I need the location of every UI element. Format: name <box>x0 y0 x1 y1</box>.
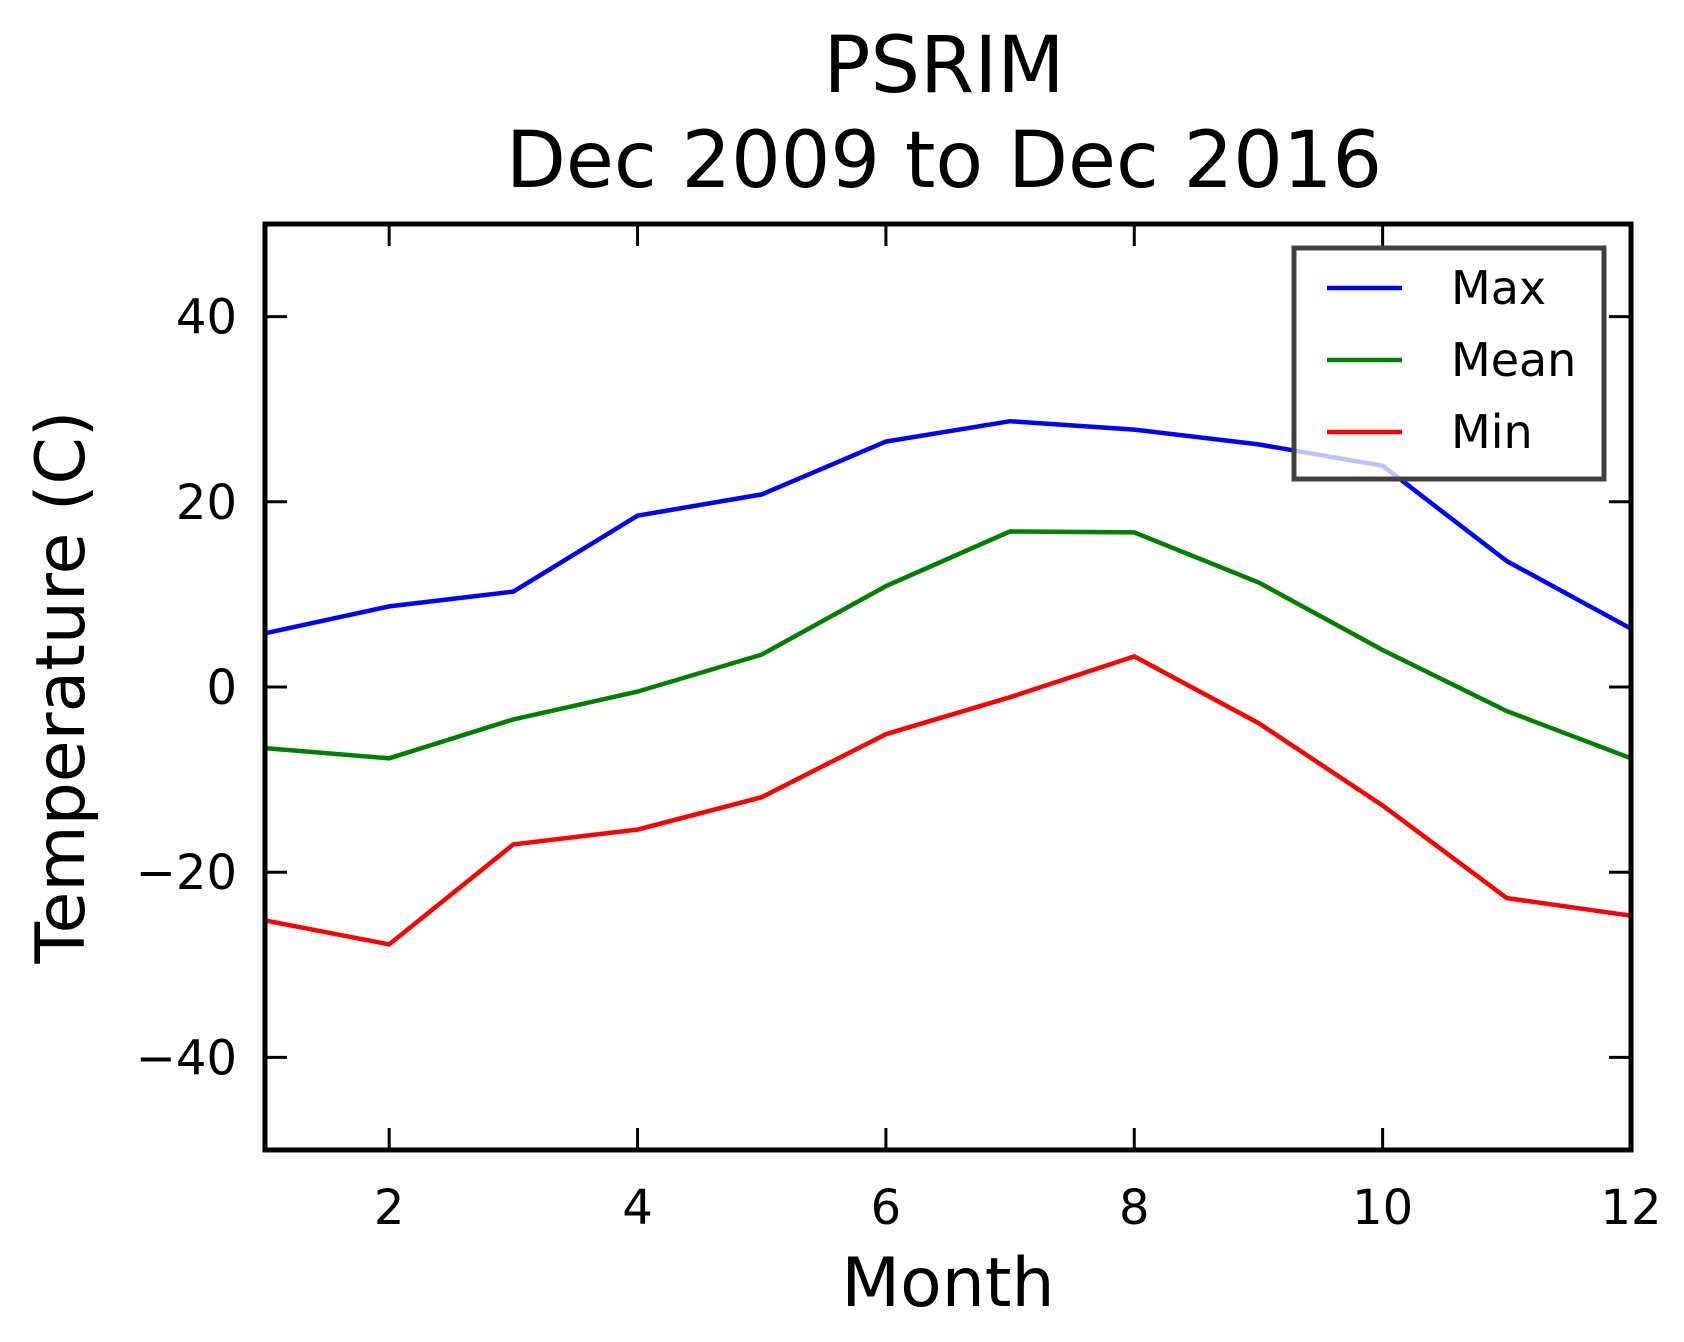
legend-label-mean: Mean <box>1451 333 1576 387</box>
x-tick-label: 12 <box>1600 1180 1661 1236</box>
legend-label-max: Max <box>1451 261 1546 315</box>
x-axis-label: Month <box>841 1244 1054 1323</box>
y-axis-label: Temperature (C) <box>22 411 101 965</box>
y-tick-label: 0 <box>206 660 237 716</box>
y-axis-ticks: −40 −20 0 20 40 <box>136 290 1631 1086</box>
y-tick-label: 40 <box>176 290 237 346</box>
legend-label-min: Min <box>1451 405 1533 459</box>
series-lines <box>264 418 1633 947</box>
legend: Max Mean Min <box>1291 245 1607 482</box>
plot-frame <box>262 221 1634 1153</box>
chart-title: PSRIM <box>823 21 1064 111</box>
x-tick-label: 2 <box>374 1180 405 1236</box>
x-tick-label: 8 <box>1119 1180 1150 1236</box>
y-tick-label: −40 <box>136 1030 237 1086</box>
series-line-mean <box>264 529 1632 761</box>
y-tick-label: −20 <box>136 845 237 901</box>
y-tick-label: 20 <box>176 475 237 531</box>
x-axis-ticks: 2 4 6 8 10 12 <box>374 224 1662 1236</box>
chart-subtitle: Dec 2009 to Dec 2016 <box>506 116 1382 206</box>
series-line-max <box>264 418 1633 636</box>
x-tick-label: 6 <box>871 1180 902 1236</box>
x-tick-label: 10 <box>1352 1180 1413 1236</box>
x-tick-label: 4 <box>622 1180 653 1236</box>
series-line-min <box>264 653 1632 947</box>
